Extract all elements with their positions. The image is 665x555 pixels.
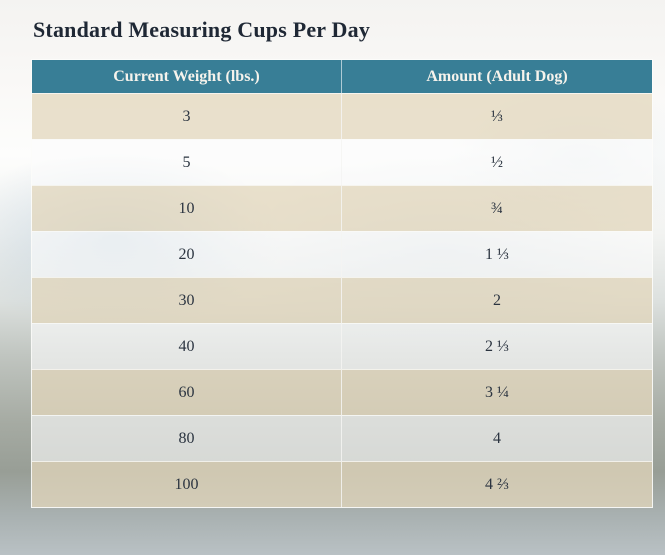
table-row: 60 3 ¼ (32, 369, 652, 415)
table-row: 80 4 (32, 415, 652, 461)
table-row: 3 ⅓ (32, 93, 652, 139)
amount-cell: 4 ⅔ (342, 461, 652, 507)
page-title: Standard Measuring Cups Per Day (33, 17, 371, 42)
weight-cell: 20 (32, 231, 342, 277)
weight-cell: 5 (32, 139, 342, 185)
table-head: Current Weight (lbs.) Amount (Adult Dog) (32, 60, 652, 93)
amount-cell: ⅓ (342, 93, 652, 139)
feeding-chart-table: Current Weight (lbs.) Amount (Adult Dog)… (31, 59, 653, 508)
weight-cell: 3 (32, 93, 342, 139)
amount-cell: 3 ¼ (342, 369, 652, 415)
table-header-row: Current Weight (lbs.) Amount (Adult Dog) (32, 60, 652, 93)
amount-cell: ½ (342, 139, 652, 185)
amount-cell: ¾ (342, 185, 652, 231)
table-row: 20 1 ⅓ (32, 231, 652, 277)
table-row: 10 ¾ (32, 185, 652, 231)
weight-cell: 100 (32, 461, 342, 507)
amount-cell: 1 ⅓ (342, 231, 652, 277)
table-row: 100 4 ⅔ (32, 461, 652, 507)
column-header-current-weight: Current Weight (lbs.) (32, 60, 342, 93)
weight-cell: 80 (32, 415, 342, 461)
weight-cell: 30 (32, 277, 342, 323)
table-row: 30 2 (32, 277, 652, 323)
table-body: 3 ⅓ 5 ½ 10 ¾ 20 1 ⅓ 30 2 40 2 ⅓ 60 3 ¼ 8… (32, 93, 652, 507)
column-header-amount: Amount (Adult Dog) (342, 60, 652, 93)
weight-cell: 10 (32, 185, 342, 231)
table-row: 40 2 ⅓ (32, 323, 652, 369)
weight-cell: 40 (32, 323, 342, 369)
amount-cell: 2 ⅓ (342, 323, 652, 369)
amount-cell: 4 (342, 415, 652, 461)
weight-cell: 60 (32, 369, 342, 415)
table-row: 5 ½ (32, 139, 652, 185)
amount-cell: 2 (342, 277, 652, 323)
